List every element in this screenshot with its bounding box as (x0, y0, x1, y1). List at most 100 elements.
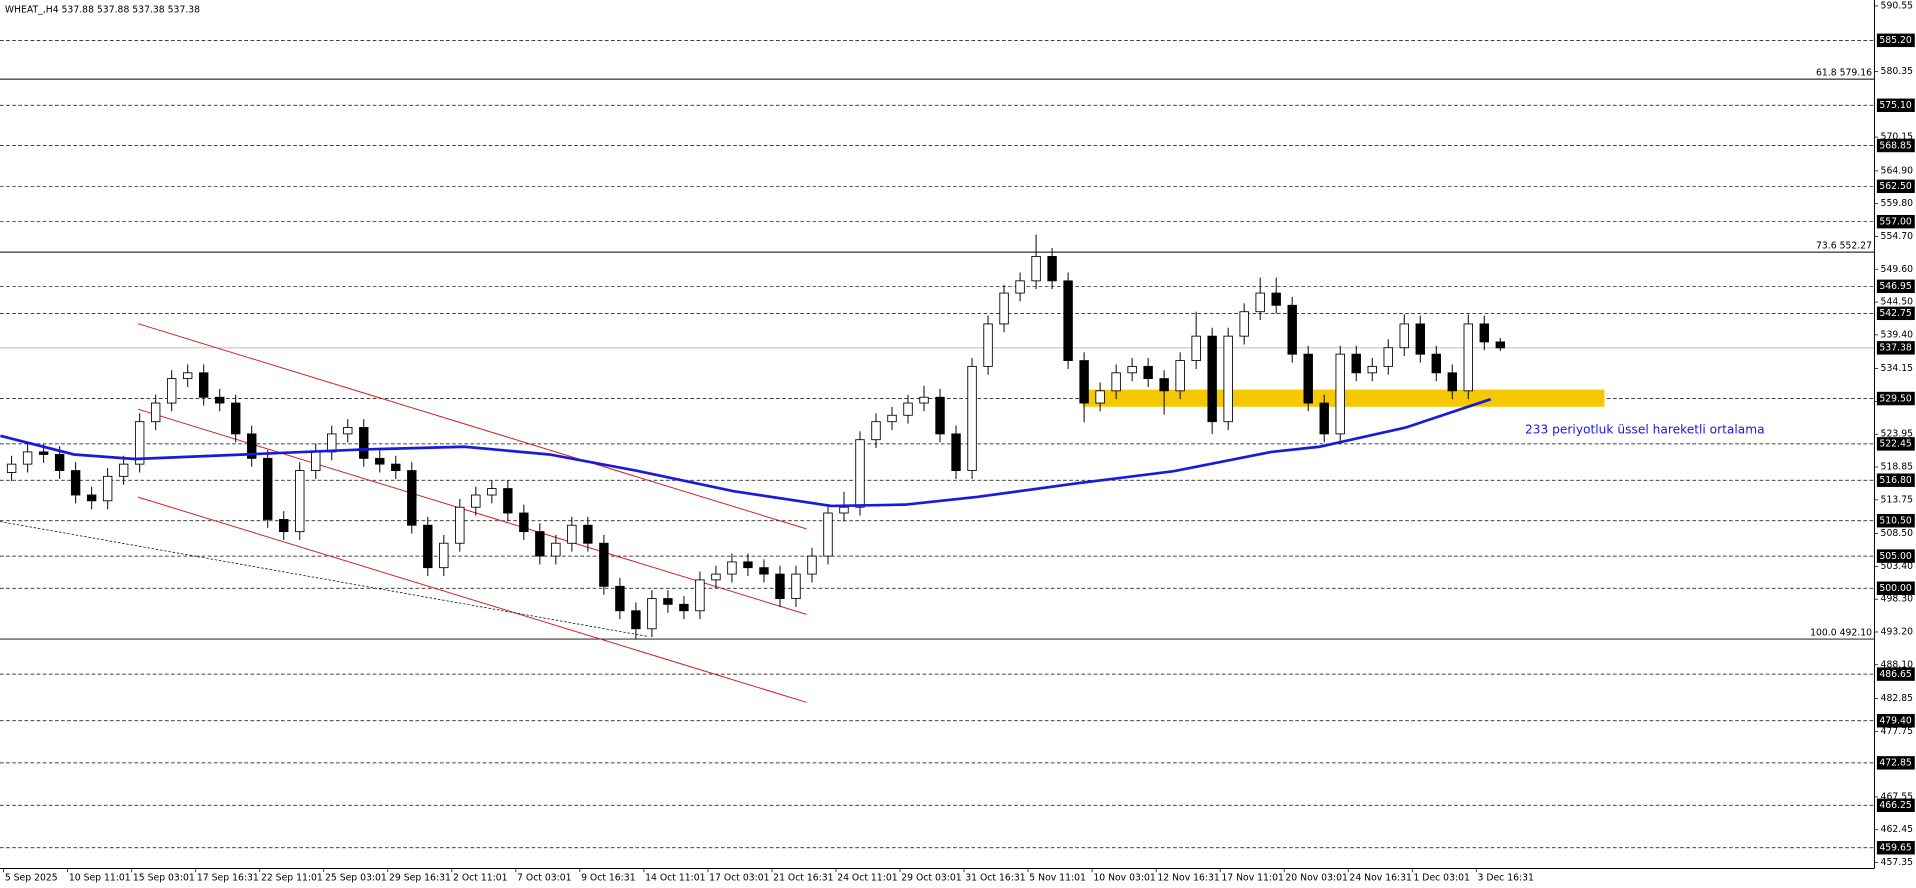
candle-body (903, 402, 913, 416)
candle-body (647, 598, 657, 630)
level-label: 510.50 (1879, 516, 1912, 527)
candle-body (102, 475, 113, 502)
fib-label: 73.6 552.27 (1816, 240, 1872, 251)
candle-body (6, 463, 17, 473)
candle-body (118, 463, 129, 477)
x-tick-label: 14 Oct 11:01 (645, 873, 706, 884)
y-tick-label: 498.30 (1881, 594, 1914, 605)
level-label: 516.80 (1879, 475, 1912, 486)
level-box (1876, 437, 1915, 451)
y-tick-label: 539.40 (1881, 329, 1914, 340)
candle-body (871, 421, 881, 441)
levels-layer: 61.8 579.16 73.6 552.27 100.0 492.10 (0, 39, 1875, 849)
x-tick-label: 5 Sep 2025 (5, 873, 58, 884)
candle-body (951, 433, 961, 471)
candle-body (679, 603, 689, 612)
candle-body (855, 439, 865, 508)
candle-body (375, 457, 385, 465)
candle-body (1303, 353, 1313, 404)
candle-body (215, 396, 225, 404)
candle-body (1335, 353, 1345, 435)
x-tick-label: 9 Oct 16:31 (581, 873, 636, 884)
level-box (1876, 581, 1915, 595)
candle-body (1207, 335, 1217, 423)
y-tick-label: 554.70 (1881, 231, 1914, 242)
candle-body (1047, 255, 1057, 282)
candle-body (166, 378, 177, 404)
candle-body (759, 567, 769, 575)
level-box (1876, 514, 1915, 528)
candle-body (887, 414, 897, 423)
level-box (1876, 179, 1915, 194)
candle-body (1431, 353, 1441, 374)
candle-body (807, 555, 817, 575)
level-label: 479.40 (1879, 716, 1912, 727)
candle-body (839, 506, 849, 514)
y-tick-label: 590.55 (1881, 0, 1914, 11)
x-tick-label: 10 Nov 03:01 (1093, 873, 1156, 884)
candle-body (1175, 360, 1185, 392)
x-tick-label: 10 Sep 11:01 (69, 873, 131, 884)
candle-body (1159, 378, 1169, 392)
candle-body (1415, 323, 1425, 355)
y-tick-label: 462.45 (1881, 824, 1914, 835)
candle-body (919, 396, 929, 404)
candle-body (1383, 347, 1393, 367)
candle-body (775, 573, 785, 599)
candle-body (54, 454, 65, 471)
level-box (1876, 391, 1915, 406)
x-tick-label: 12 Nov 16:31 (1157, 873, 1220, 884)
candle-body (615, 585, 625, 612)
candle-body (455, 506, 465, 544)
candle-body (134, 421, 145, 465)
x-tick-label: 21 Oct 16:31 (773, 873, 834, 884)
x-tick-label: 3 Dec 16:31 (1478, 873, 1535, 884)
candle-body (551, 542, 561, 557)
candle-body (1287, 304, 1297, 355)
chart-title: WHEAT_,H4 537.88 537.88 537.38 537.38 (5, 4, 200, 15)
level-label: 459.65 (1879, 843, 1912, 854)
y-tick-label: 467.55 (1881, 791, 1914, 802)
level-box (1876, 214, 1915, 229)
level-box (1876, 714, 1915, 728)
candle-body (279, 519, 289, 533)
fib-label: 100.0 492.10 (1810, 627, 1872, 638)
candle-body (295, 470, 305, 533)
candle-body (38, 451, 49, 455)
level-label: 568.85 (1879, 140, 1912, 151)
x-tick-label: 17 Oct 03:01 (709, 873, 770, 884)
level-label: 500.00 (1879, 583, 1912, 594)
candle-body (1239, 311, 1249, 337)
level-box (1876, 756, 1915, 770)
candle-body (1319, 402, 1329, 435)
candle-body (150, 402, 161, 423)
level-label: 546.95 (1879, 281, 1912, 292)
candle-body (999, 292, 1009, 325)
x-tick-label: 22 Sep 11:01 (261, 873, 323, 884)
candle-body (1495, 341, 1506, 349)
candle-body (631, 610, 641, 630)
candle-body (471, 494, 481, 508)
axis-layer: 590.55 580.35 570.15 564.90 559.80 554.70 549.… (3, 0, 1915, 884)
x-tick-label: 24 Nov 16:31 (1349, 873, 1412, 884)
candle-body (1223, 335, 1233, 423)
candle-body (711, 573, 721, 581)
candle-body (247, 433, 257, 459)
level-box (1876, 549, 1915, 563)
candle-body (487, 488, 497, 496)
candle-body (423, 524, 433, 569)
x-tick-label: 29 Sep 16:31 (389, 873, 451, 884)
level-label: 542.75 (1879, 308, 1912, 319)
candle-body (86, 494, 97, 502)
level-box (1876, 138, 1915, 153)
candle-body (535, 531, 545, 557)
ema-line (0, 397, 1492, 508)
candle-body (791, 573, 801, 599)
candle-body (727, 561, 737, 575)
candle-body (1271, 292, 1281, 306)
x-tick-label: 2 Oct 11:01 (453, 873, 508, 884)
y-tick-label: 559.80 (1881, 198, 1914, 209)
candle-body (1399, 323, 1409, 349)
y-tick-label: 523.95 (1881, 429, 1914, 440)
